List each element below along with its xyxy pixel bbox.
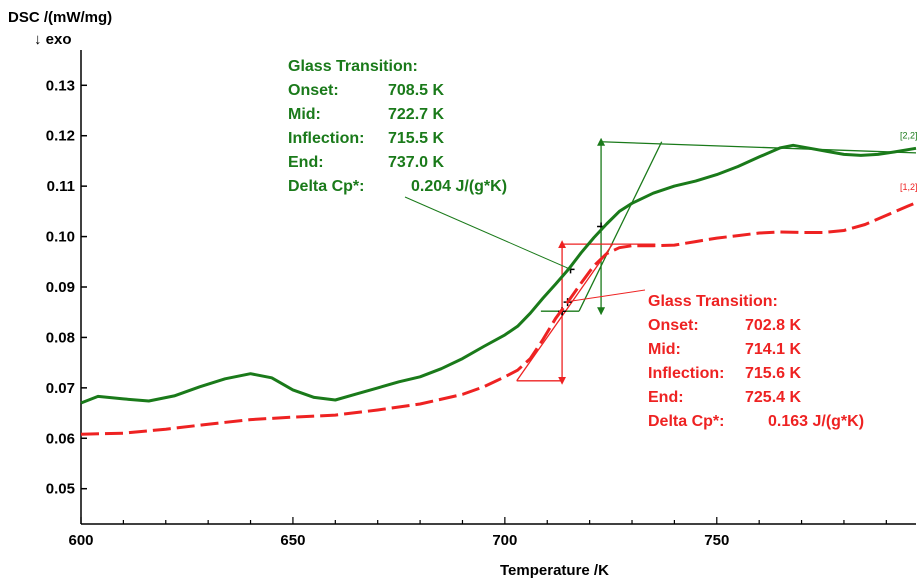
annotation-label: Mid: — [648, 341, 681, 358]
y-tick-label: 0.13 — [46, 77, 75, 94]
y-axis-exo-indicator: ↓ exo — [34, 31, 72, 48]
annotation-value: 714.1 K — [745, 341, 801, 358]
annotation-value: 722.7 K — [388, 106, 444, 123]
annotation-label: Glass Transition: — [288, 58, 418, 75]
annotation-label: Glass Transition: — [648, 293, 778, 310]
annotation-value: 708.5 K — [388, 82, 444, 99]
annotation-label: End: — [648, 389, 684, 406]
series-curve-tag: [2,2] — [900, 130, 918, 140]
annotation-label: Delta Cp*: — [288, 178, 364, 195]
series-line-1-2 — [80, 201, 917, 436]
annotation-leader-line — [570, 289, 646, 302]
annotation-value: 0.204 J/(g*K) — [411, 178, 507, 195]
series-lines: [2,2] [1,2] — [80, 130, 918, 436]
annotation-label: Onset: — [648, 317, 699, 334]
baseline-high — [601, 141, 917, 154]
x-tick-label: 600 — [68, 532, 93, 549]
analysis-constructions — [516, 137, 917, 385]
annotation-value: 725.4 K — [745, 389, 801, 406]
y-tick-label: 0.11 — [47, 178, 75, 195]
annotation-value: 0.163 J/(g*K) — [768, 413, 864, 430]
annotation-label: Inflection: — [288, 130, 364, 147]
annotation-value: 715.6 K — [745, 365, 801, 382]
series-line-2-2 — [80, 143, 917, 405]
x-axis-title: Temperature /K — [500, 562, 609, 579]
annotation-label: Delta Cp*: — [648, 413, 724, 430]
annotation-label: Onset: — [288, 82, 339, 99]
x-tick-label: 700 — [492, 532, 517, 549]
annotation-label: End: — [288, 154, 324, 171]
y-tick-label: 0.12 — [46, 128, 75, 145]
annotation-value: 737.0 K — [388, 154, 444, 171]
annotation-label: Mid: — [288, 106, 321, 123]
y-tick-label: 0.06 — [46, 430, 75, 447]
annotation-leader-line — [404, 196, 571, 270]
x-tick-label: 650 — [280, 532, 305, 549]
y-tick-label: 0.07 — [46, 380, 75, 397]
y-ticks: 0.05 0.06 0.07 0.08 0.09 0.10 0.11 0.12 0.13 — [46, 77, 87, 498]
annotation-value: 702.8 K — [745, 317, 801, 334]
axes: 0.05 0.06 0.07 0.08 0.09 0.10 0.11 0.12 0.13 600… — [46, 50, 916, 549]
y-tick-label: 0.08 — [46, 329, 75, 346]
x-ticks: 600 650 700 750 — [68, 517, 887, 549]
y-tick-label: 0.09 — [46, 279, 75, 296]
y-tick-label: 0.05 — [46, 481, 75, 498]
y-axis-title: DSC /(mW/mg) — [8, 9, 112, 26]
tangent-line — [578, 141, 663, 312]
annotation-value: 715.5 K — [388, 130, 444, 147]
y-tick-label: 0.10 — [46, 229, 75, 246]
series-curve-tag: [1,2] — [900, 182, 918, 192]
annotation-label: Inflection: — [648, 365, 724, 382]
glass-transition-annotations: Glass Transition: Onset: 708.5 K Mid: 722.7 … — [288, 58, 864, 430]
x-tick-label: 750 — [704, 532, 729, 549]
